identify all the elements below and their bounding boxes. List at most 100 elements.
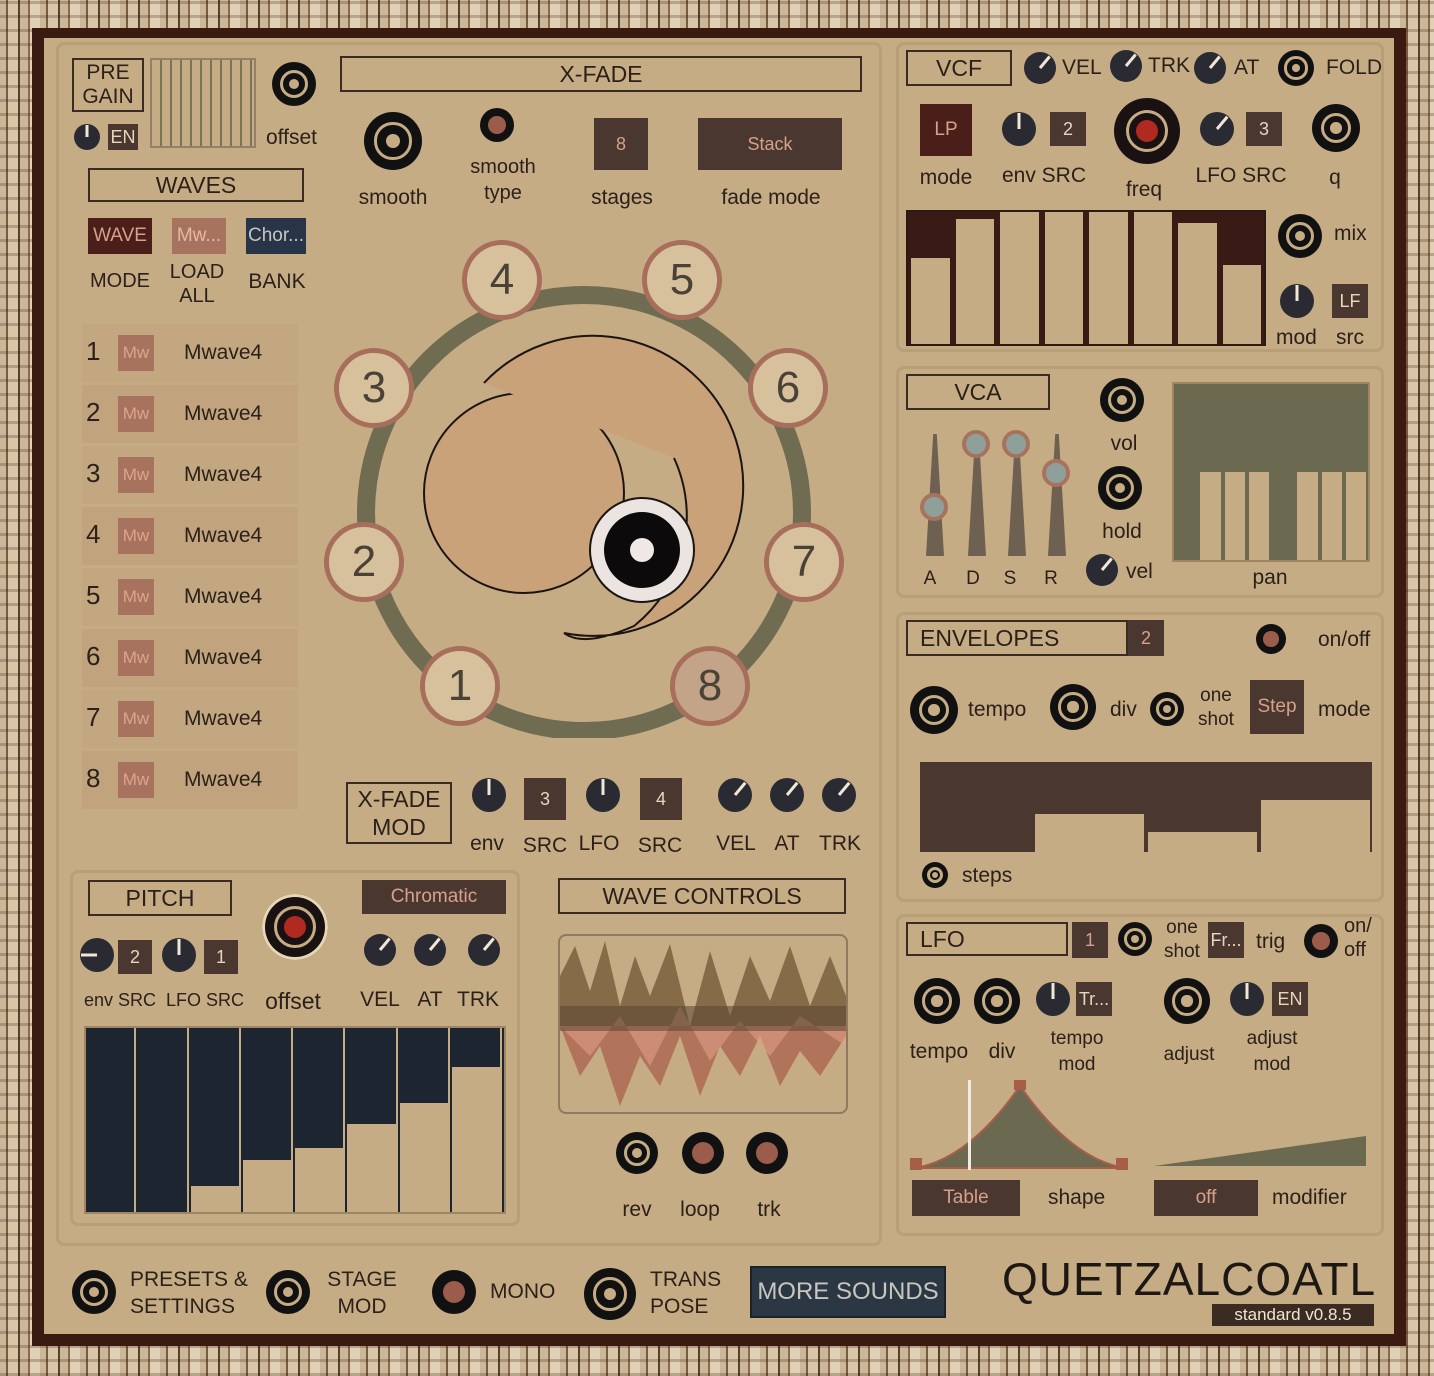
stage-8[interactable]: 8 (670, 646, 750, 726)
wave-row-badge[interactable]: Mw (118, 640, 154, 676)
trk-toggle[interactable] (746, 1132, 788, 1174)
wave-row-badge[interactable]: Mw (118, 335, 154, 371)
vcf-bar[interactable] (1089, 212, 1128, 344)
pan-bar[interactable] (1297, 472, 1318, 560)
pregain-offset-knob[interactable] (272, 62, 316, 106)
adsr-slider-thumb[interactable] (920, 493, 948, 522)
xfade-vel-knob[interactable] (718, 778, 752, 812)
env-tempo-knob[interactable] (910, 686, 958, 734)
pan-bar[interactable] (1176, 384, 1196, 560)
stage-6[interactable]: 6 (748, 348, 828, 428)
lfo-trig-value[interactable]: Fr... (1208, 922, 1244, 958)
wave-row[interactable]: 5 Mw Mwave4 (82, 568, 298, 626)
bank-button[interactable]: Chor... (246, 218, 306, 254)
pitch-vel-knob[interactable] (364, 934, 396, 966)
vcf-src-value[interactable]: LF (1332, 284, 1368, 318)
pan-bar[interactable] (1248, 472, 1269, 560)
smooth-type-toggle[interactable] (480, 108, 514, 142)
pitch-env-src-value[interactable]: 2 (118, 940, 152, 974)
pregain-en-button[interactable]: EN (108, 124, 138, 150)
pan-bar[interactable] (1224, 472, 1245, 560)
vcf-mode-button[interactable]: LP (920, 104, 972, 156)
wave-row[interactable]: 1 Mw Mwave4 (82, 324, 298, 382)
pan-bar[interactable] (1200, 472, 1221, 560)
wave-row[interactable]: 4 Mw Mwave4 (82, 507, 298, 565)
adsr-slider-thumb[interactable] (962, 429, 990, 458)
lfo-adjust-en-button[interactable]: EN (1272, 982, 1308, 1016)
lfo-adjust-mod-knob[interactable] (1230, 982, 1264, 1016)
envelope-step[interactable] (1035, 814, 1144, 852)
presets-knob[interactable] (72, 1270, 116, 1314)
lfo-shape-handle-left[interactable] (910, 1158, 922, 1170)
envelope-step[interactable] (1148, 832, 1257, 852)
lfo-tempo-mod-knob[interactable] (1036, 982, 1070, 1016)
lfo-tempo-mod-value[interactable]: Tr... (1076, 982, 1112, 1016)
steps-knob[interactable] (922, 862, 948, 888)
lfo-div-knob[interactable] (974, 978, 1020, 1024)
adsr-slider-thumb[interactable] (1002, 429, 1030, 458)
lfo-oneshot-knob[interactable] (1118, 922, 1152, 956)
lfo-tempo-knob[interactable] (914, 978, 960, 1024)
pitch-step-column[interactable] (399, 1028, 450, 1212)
pan-bar[interactable] (1321, 472, 1342, 560)
lfo-onoff-toggle[interactable] (1304, 924, 1338, 958)
pitch-step-column[interactable] (242, 1028, 293, 1212)
vcf-bar[interactable] (1133, 212, 1172, 344)
pitch-env-knob[interactable] (80, 938, 114, 972)
fade-mode-button[interactable]: Stack (698, 118, 842, 170)
pregain-meter[interactable] (150, 58, 256, 148)
lfo-num[interactable]: 1 (1072, 922, 1108, 958)
vcf-bar[interactable] (1000, 212, 1039, 344)
vcf-q-knob[interactable] (1312, 104, 1360, 152)
pitch-step-column[interactable] (86, 1028, 137, 1212)
mono-toggle[interactable] (432, 1270, 476, 1314)
pitch-step-column[interactable] (295, 1028, 346, 1212)
xfade-env-knob[interactable] (472, 778, 506, 812)
vcf-vel-knob[interactable] (1024, 52, 1056, 84)
pan-display[interactable] (1172, 382, 1370, 562)
wave-row-badge[interactable]: Mw (118, 457, 154, 493)
stage-1[interactable]: 1 (420, 646, 500, 726)
wave-row-badge[interactable]: Mw (118, 396, 154, 432)
vcf-bar[interactable] (955, 218, 994, 344)
scale-button[interactable]: Chromatic (362, 880, 506, 914)
xfade-lfo-knob[interactable] (586, 778, 620, 812)
pitch-lfo-src-value[interactable]: 1 (204, 940, 238, 974)
vca-hold-knob[interactable] (1098, 466, 1142, 510)
stage-2[interactable]: 2 (324, 522, 404, 602)
envelopes-num[interactable]: 2 (1128, 620, 1164, 656)
pitch-at-knob[interactable] (414, 934, 446, 966)
vca-vol-knob[interactable] (1100, 378, 1144, 422)
pitch-step-column[interactable] (347, 1028, 398, 1212)
vcf-trk-knob[interactable] (1110, 50, 1142, 82)
lfo-modifier-display[interactable] (1150, 1130, 1370, 1170)
wave-row[interactable]: 7 Mw Mwave4 (82, 690, 298, 748)
env-mode-button[interactable]: Step (1250, 680, 1304, 734)
loop-toggle[interactable] (682, 1132, 724, 1174)
wave-row-badge[interactable]: Mw (118, 762, 154, 798)
vcf-env-src-value[interactable]: 2 (1050, 112, 1086, 146)
env-oneshot-knob[interactable] (1150, 692, 1184, 726)
vcf-mod-knob[interactable] (1280, 284, 1314, 318)
envelope-step[interactable] (1261, 799, 1370, 852)
lfo-shape-handle-right[interactable] (1116, 1158, 1128, 1170)
vca-vel-knob[interactable] (1086, 554, 1118, 586)
vcf-lfo-knob[interactable] (1200, 112, 1234, 146)
pregain-knob[interactable] (74, 124, 100, 150)
wave-row[interactable]: 6 Mw Mwave4 (82, 629, 298, 687)
env-div-knob[interactable] (1050, 684, 1096, 730)
pitch-trk-knob[interactable] (468, 934, 500, 966)
vcf-mix-knob[interactable] (1278, 214, 1322, 258)
transpose-knob[interactable] (584, 1268, 636, 1320)
wave-row[interactable]: 2 Mw Mwave4 (82, 385, 298, 443)
lfo-adjust-knob[interactable] (1164, 978, 1210, 1024)
xfade-at-knob[interactable] (770, 778, 804, 812)
wave-row-badge[interactable]: Mw (118, 701, 154, 737)
stage-7[interactable]: 7 (764, 522, 844, 602)
adsr-slider-thumb[interactable] (1042, 459, 1070, 488)
stage-3[interactable]: 3 (334, 348, 414, 428)
vcf-bar[interactable] (911, 258, 950, 344)
load-all-button[interactable]: Mw... (172, 218, 226, 254)
vcf-bar[interactable] (1222, 264, 1261, 344)
pitch-step-sequencer[interactable] (84, 1026, 506, 1214)
